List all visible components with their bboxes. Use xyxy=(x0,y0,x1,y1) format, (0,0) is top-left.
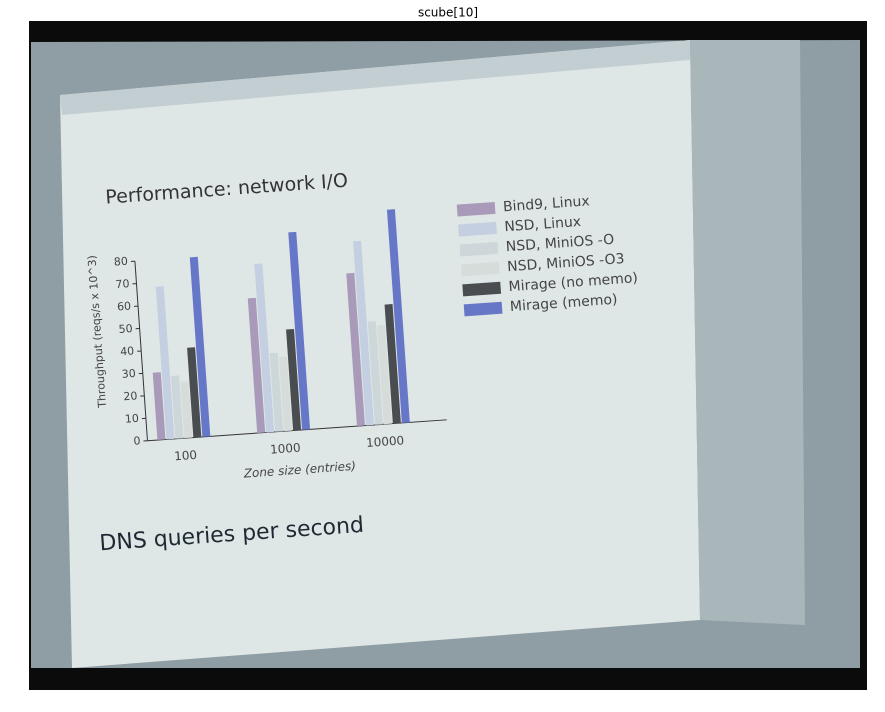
bar xyxy=(180,381,193,439)
bar xyxy=(171,375,184,439)
bar xyxy=(367,321,383,425)
bar xyxy=(278,356,293,432)
browser-tab-bar xyxy=(60,40,690,115)
legend-swatch xyxy=(463,301,503,317)
bar xyxy=(386,209,410,423)
y-tick-label: 80 xyxy=(113,255,128,269)
x-tick-label: 1000 xyxy=(270,441,301,457)
legend-label: NSD, MiniOS -O xyxy=(505,232,614,256)
y-tick-label: 50 xyxy=(118,322,133,336)
y-tick-label: 40 xyxy=(120,344,135,358)
slide-side xyxy=(690,40,805,625)
legend-swatch xyxy=(462,281,502,297)
bar xyxy=(155,286,175,440)
bar xyxy=(189,256,211,437)
bar xyxy=(286,328,302,431)
y-tick-label: 60 xyxy=(117,300,132,314)
y-tick-label: 20 xyxy=(123,389,138,403)
bar xyxy=(346,272,365,427)
legend-swatch xyxy=(456,201,496,217)
bar xyxy=(384,304,401,424)
bar xyxy=(288,231,311,430)
bar xyxy=(187,347,202,438)
legend-swatch xyxy=(458,221,497,237)
legend-swatch xyxy=(459,241,499,257)
x-tick-label: 10000 xyxy=(366,433,405,450)
bar xyxy=(269,352,284,432)
x-tick-label: 100 xyxy=(174,448,198,464)
legend-label: NSD, Linux xyxy=(504,214,582,235)
y-tick-label: 0 xyxy=(133,434,141,447)
y-tick-label: 10 xyxy=(124,412,139,426)
legend-label: Mirage (memo) xyxy=(509,292,617,315)
figure-title: scube[10] xyxy=(418,6,478,20)
legend-label: Bind9, Linux xyxy=(502,193,590,215)
y-tick-label: 30 xyxy=(121,367,136,381)
bar xyxy=(353,240,374,426)
y-tick-label: 70 xyxy=(115,277,130,291)
bar xyxy=(376,324,392,425)
legend-swatch xyxy=(460,261,500,277)
bar xyxy=(254,263,275,433)
bar xyxy=(247,297,266,434)
bar xyxy=(152,372,166,441)
